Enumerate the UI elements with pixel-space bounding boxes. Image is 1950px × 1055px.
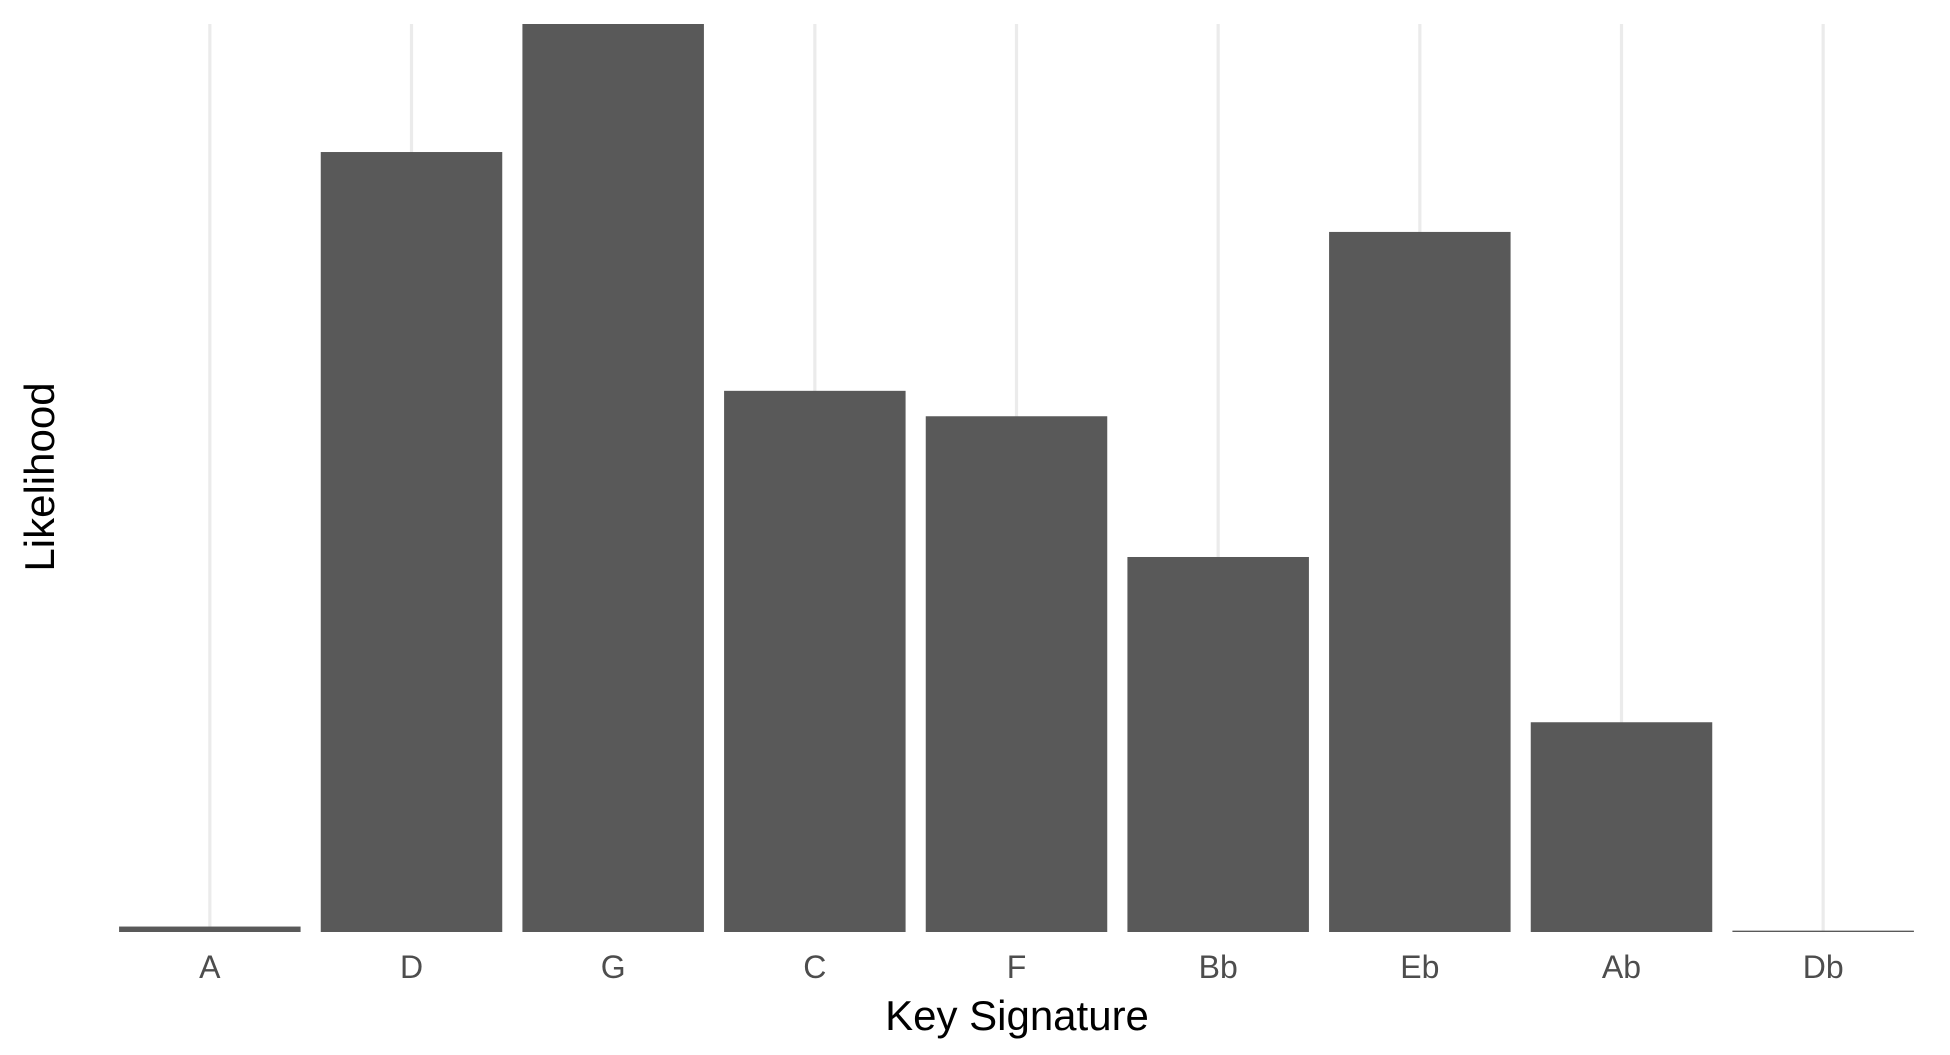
bar-a xyxy=(119,926,301,932)
bars xyxy=(119,24,1914,933)
bar-g xyxy=(522,24,704,932)
bar-f xyxy=(925,416,1108,933)
x-axis-title: Key Signature xyxy=(885,992,1149,1039)
bar-eb xyxy=(1329,231,1511,932)
x-tick-label-bb: Bb xyxy=(1199,949,1238,985)
x-tick-label-g: G xyxy=(601,949,626,985)
x-tick-label-a: A xyxy=(199,949,221,985)
x-tick-label-f: F xyxy=(1007,949,1027,985)
x-tick-labels: A D G C F Bb Eb Ab Db xyxy=(199,949,1843,985)
x-tick-label-db: Db xyxy=(1803,949,1844,985)
x-tick-label-ab: Ab xyxy=(1602,949,1641,985)
bar-ab xyxy=(1530,722,1713,932)
x-tick-label-eb: Eb xyxy=(1400,949,1439,985)
y-axis-title: Likelihood xyxy=(16,382,63,571)
bar-db xyxy=(1732,930,1914,932)
x-tick-label-c: C xyxy=(803,949,826,985)
x-tick-label-d: D xyxy=(400,949,423,985)
bar-d xyxy=(320,152,503,932)
bar-bb xyxy=(1127,556,1309,932)
bar-c xyxy=(724,390,906,932)
